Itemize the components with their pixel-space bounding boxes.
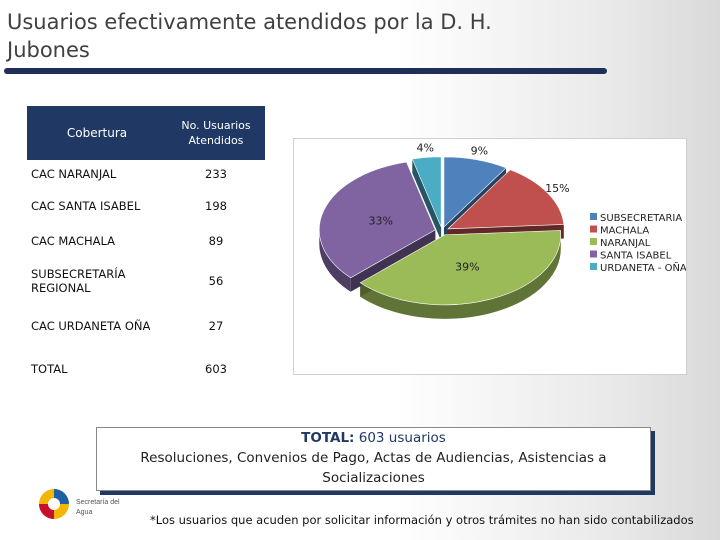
table-row: CAC SANTA ISABEL 198 — [27, 188, 265, 224]
legend-swatch — [590, 225, 597, 233]
page-title: Usuarios efectivamente atendidos por la … — [7, 10, 492, 62]
pie-data-label: 39% — [455, 260, 479, 273]
row-label: SUBSECRETARÍA REGIONAL — [31, 267, 126, 295]
table-row: SUBSECRETARÍA REGIONAL 56 — [27, 258, 265, 304]
row-value: 27 — [208, 319, 224, 333]
title-underline — [4, 68, 607, 74]
row-label: CAC NARANJAL — [31, 167, 117, 181]
legend-label: MACHALA — [600, 226, 649, 237]
legend-swatch — [590, 213, 597, 220]
table-row: CAC URDANETA OÑA 27 — [27, 304, 265, 348]
pie-slice-side — [360, 234, 561, 319]
row-label: TOTAL — [31, 362, 68, 376]
pie-data-label: 15% — [545, 182, 569, 195]
legend-swatch — [590, 263, 597, 270]
pie-slice-machala — [447, 169, 565, 230]
row-value: 198 — [205, 199, 227, 213]
legend-swatch — [590, 250, 597, 258]
logo-text-line1: Secretaría del — [76, 499, 120, 506]
pie-slice-side — [319, 229, 351, 292]
summary-detail: Resoluciones, Convenios de Pago, Actas d… — [140, 450, 607, 486]
table-row: CAC NARANJAL 233 — [27, 160, 265, 188]
table-header-row: Cobertura No. Usuarios Atendidos — [27, 106, 265, 160]
summary-total-value: 603 usuarios — [358, 430, 446, 446]
pie-slice-naranjal — [359, 230, 562, 306]
header-coverage: Cobertura — [27, 106, 167, 160]
pie-chart-svg: 9% 15% 39% 33% 4% SUBSECRETARIA MACHALANARANJA… — [318, 142, 686, 319]
legend-label: URDANETA - OÑA — [600, 261, 686, 274]
row-value: 56 — [208, 274, 224, 288]
pie-slice-urdaneta-o-a — [411, 156, 442, 227]
pie-data-label: 33% — [369, 214, 393, 227]
table-row-total: TOTAL 603 — [27, 348, 265, 390]
secretaria-agua-logo: Secretaría del Agua — [39, 489, 120, 519]
summary-box: TOTAL: 603 usuarios Resoluciones, Conven… — [96, 427, 651, 491]
row-label: CAC MACHALA — [31, 234, 116, 248]
pie-slice-wall — [412, 159, 442, 241]
header-users: No. Usuarios Atendidos — [166, 106, 265, 160]
row-value: 233 — [205, 167, 227, 181]
legend-label: SUBSECRETARIA — [600, 213, 682, 224]
table-row: CAC MACHALA 89 — [27, 224, 265, 258]
pie-data-label: 9% — [471, 144, 488, 157]
pie-data-label: 4% — [416, 142, 433, 155]
pie-slice-santa-isabel — [318, 161, 436, 279]
legend-swatch — [590, 238, 597, 245]
pie-slice-subsecretaria — [443, 156, 507, 228]
row-value: 603 — [205, 362, 227, 376]
users-table: Cobertura No. Usuarios Atendidos CAC NAR… — [27, 106, 265, 390]
row-value: 89 — [208, 234, 224, 248]
legend-label: NARANJAL — [600, 238, 651, 249]
row-label: CAC URDANETA OÑA — [31, 319, 151, 333]
summary-total-line: TOTAL: 603 usuarios — [97, 428, 650, 448]
footnote: *Los usuarios que acuden por solicitar i… — [150, 513, 694, 527]
logo-text-line2: Agua — [76, 509, 92, 516]
legend-label: SANTA ISABEL — [600, 251, 672, 262]
row-label: CAC SANTA ISABEL — [31, 199, 141, 213]
pie-chart: 9% 15% 39% 33% 4% SUBSECRETARIA MACHALA NARANJA… — [293, 138, 687, 375]
summary-total-label: TOTAL: — [301, 430, 355, 446]
